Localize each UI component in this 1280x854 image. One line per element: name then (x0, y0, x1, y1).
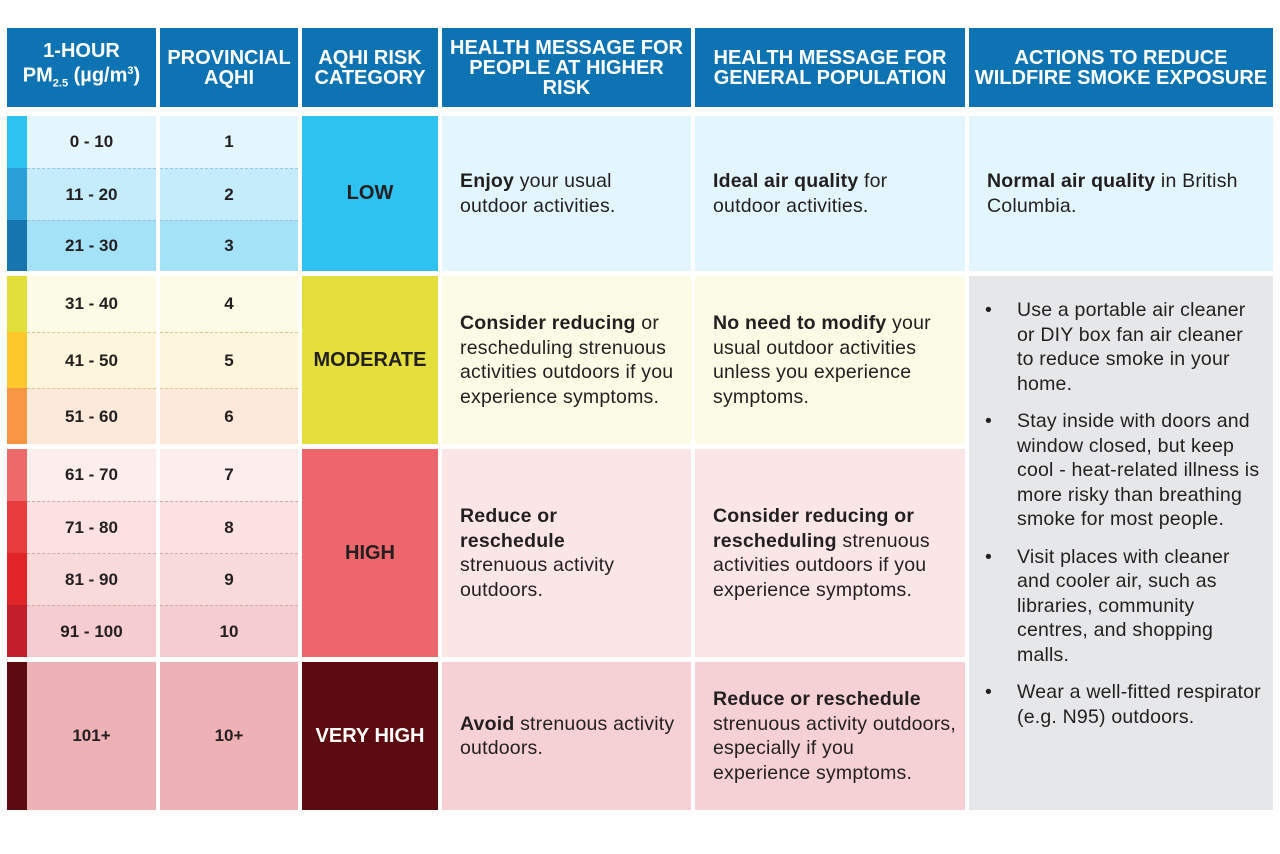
aqhi-value-row-7: 7 (160, 449, 298, 501)
aqhi-value-row-3: 3 (160, 220, 298, 271)
pm-value-row-6: 51 - 60 (27, 388, 156, 444)
pm-value-row-4: 31 - 40 (27, 276, 156, 332)
aqhi-value-row-1: 1 (160, 116, 298, 168)
risk-category-moderate: MODERATE (302, 276, 438, 444)
aqhi-value-row-9: 9 (160, 553, 298, 605)
action-item: Stay inside with doors and window closed… (985, 409, 1261, 532)
header-actions: ACTIONS TO REDUCE WILDFIRE SMOKE EXPOSUR… (969, 28, 1273, 107)
header-pm25-line1: 1-HOUR (43, 40, 120, 63)
actions-low: Normal air quality in British Columbia. (969, 116, 1273, 271)
swatch-row-1 (7, 116, 27, 168)
higher-risk-high: Reduce or reschedule strenuous activity … (442, 449, 691, 657)
general-high: Consider reducing or rescheduling strenu… (695, 449, 965, 657)
swatch-row-7 (7, 449, 27, 501)
swatch-row-10 (7, 605, 27, 657)
pm-value-row-1: 0 - 10 (27, 116, 156, 168)
pm-value-row-9: 81 - 90 (27, 553, 156, 605)
aqhi-value-row-2: 2 (160, 168, 298, 220)
actions-smoke-list: Use a portable air cleaner or DIY box fa… (969, 276, 1273, 810)
pm-value-row-7: 61 - 70 (27, 449, 156, 501)
aqhi-value-row-5: 5 (160, 332, 298, 388)
action-item: Visit places with cleaner and cooler air… (985, 545, 1261, 668)
aqhi-value-row-11: 10+ (160, 662, 298, 810)
header-pm25: 1-HOUR PM2.5 (µg/m3) (7, 28, 156, 107)
swatch-row-8 (7, 501, 27, 553)
action-item: Wear a well-fitted respirator (e.g. N95)… (985, 680, 1261, 729)
swatch-row-2 (7, 168, 27, 220)
header-higher-risk: HEALTH MESSAGE FOR PEOPLE AT HIGHER RISK (442, 28, 691, 107)
header-risk-category: AQHI RISK CATEGORY (302, 28, 438, 107)
header-pm25-line2: PM2.5 (µg/m3) (22, 64, 141, 90)
higher-risk-low: Enjoy your usual outdoor activities. (442, 116, 691, 271)
swatch-row-9 (7, 553, 27, 605)
general-low: Ideal air quality for outdoor activities… (695, 116, 965, 271)
aqhi-value-row-10: 10 (160, 605, 298, 657)
actions-list: Use a portable air cleaner or DIY box fa… (985, 298, 1261, 742)
action-item: Use a portable air cleaner or DIY box fa… (985, 298, 1261, 396)
aqhi-value-row-6: 6 (160, 388, 298, 444)
pm-value-row-8: 71 - 80 (27, 501, 156, 553)
header-general-population: HEALTH MESSAGE FOR GENERAL POPULATION (695, 28, 965, 107)
swatch-row-11 (7, 662, 27, 810)
pm-value-row-10: 91 - 100 (27, 605, 156, 657)
swatch-row-4 (7, 276, 27, 332)
risk-category-low: LOW (302, 116, 438, 271)
risk-category-high: HIGH (302, 449, 438, 657)
general-moderate: No need to modify your usual outdoor act… (695, 276, 965, 444)
risk-category-very-high: VERY HIGH (302, 662, 438, 810)
aqhi-value-row-8: 8 (160, 501, 298, 553)
higher-risk-moderate: Consider reducing or rescheduling strenu… (442, 276, 691, 444)
swatch-row-5 (7, 332, 27, 388)
pm-value-row-5: 41 - 50 (27, 332, 156, 388)
aqhi-value-row-4: 4 (160, 276, 298, 332)
higher-risk-very-high: Avoid strenuous activity outdoors. (442, 662, 691, 810)
pm-value-row-3: 21 - 30 (27, 220, 156, 271)
swatch-row-3 (7, 220, 27, 271)
general-very-high: Reduce or reschedule strenuous activity … (695, 662, 965, 810)
swatch-row-6 (7, 388, 27, 444)
header-aqhi: PROVINCIAL AQHI (160, 28, 298, 107)
pm-value-row-2: 11 - 20 (27, 168, 156, 220)
pm-value-row-11: 101+ (27, 662, 156, 810)
